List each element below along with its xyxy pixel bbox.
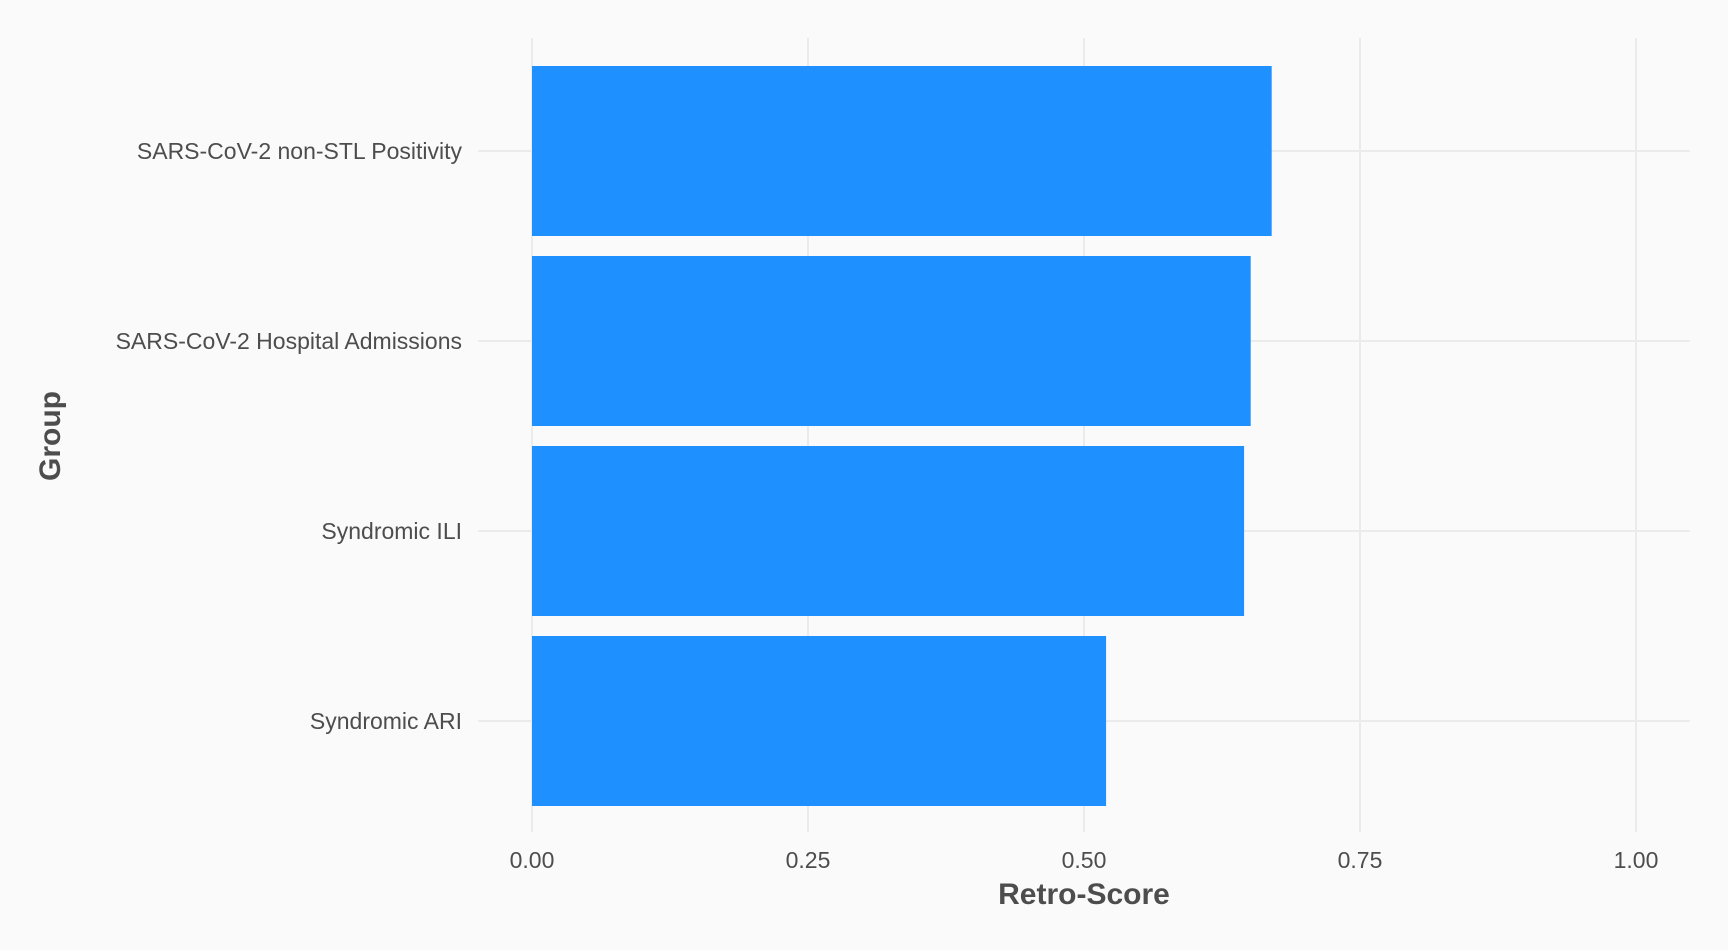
x-tick-label: 0.50 [1062,847,1107,873]
y-tick-label: Syndromic ARI [310,708,462,734]
bar [532,66,1272,236]
y-tick-labels: SARS-CoV-2 non-STL Positivity SARS-CoV-2 … [116,138,463,734]
y-axis-title: Group [34,391,67,481]
bars [532,66,1272,806]
bar [532,256,1251,426]
y-tick-label: Syndromic ILI [321,518,462,544]
x-tick-label: 0.25 [786,847,831,873]
x-tick-label: 1.00 [1614,847,1659,873]
x-tick-labels: 0.00 0.25 0.50 0.75 1.00 [510,847,1659,873]
bar [532,446,1245,616]
x-tick-label: 0.00 [510,847,555,873]
y-tick-label: SARS-CoV-2 Hospital Admissions [116,328,462,354]
x-axis-title: Retro-Score [998,878,1170,911]
bar [532,636,1107,806]
x-tick-label: 0.75 [1338,847,1383,873]
y-tick-label: SARS-CoV-2 non-STL Positivity [137,138,463,164]
